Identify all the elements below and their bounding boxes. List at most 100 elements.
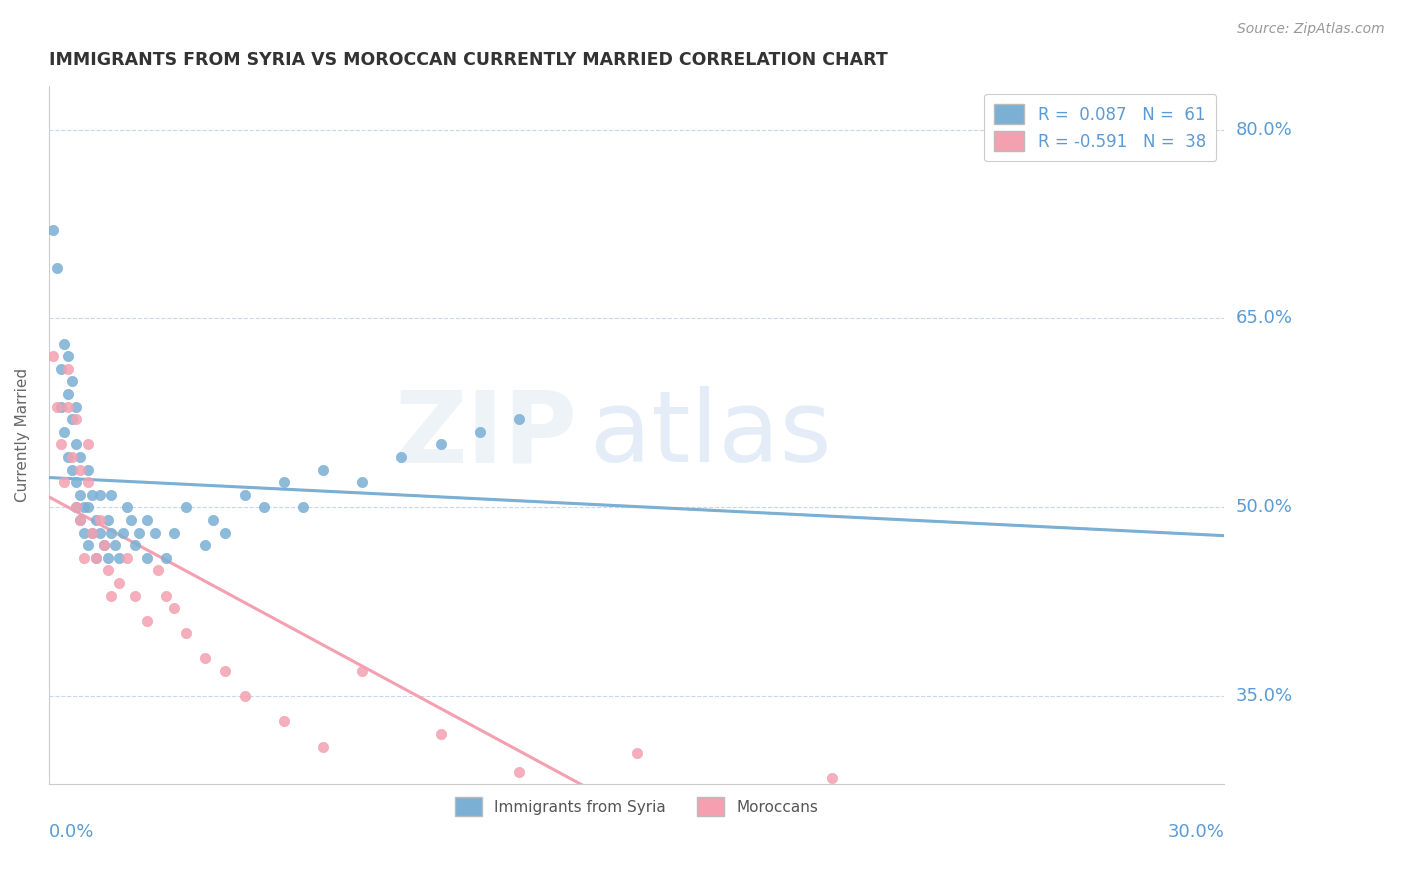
Text: 35.0%: 35.0%	[1236, 687, 1292, 706]
Point	[58, 400, 80, 414]
Point	[58, 387, 80, 401]
Point	[352, 664, 374, 678]
Point	[41, 349, 63, 363]
Point	[253, 500, 276, 515]
Point	[73, 500, 96, 515]
Point	[65, 475, 87, 490]
Point	[273, 714, 295, 729]
Point	[194, 651, 217, 665]
Point	[163, 601, 186, 615]
Point	[60, 450, 83, 464]
Point	[80, 525, 103, 540]
Point	[214, 664, 236, 678]
Point	[100, 589, 122, 603]
Point	[89, 513, 111, 527]
Text: IMMIGRANTS FROM SYRIA VS MOROCCAN CURRENTLY MARRIED CORRELATION CHART: IMMIGRANTS FROM SYRIA VS MOROCCAN CURREN…	[49, 51, 887, 69]
Point	[53, 475, 76, 490]
Point	[108, 550, 131, 565]
Point	[60, 375, 83, 389]
Point	[77, 475, 100, 490]
Text: 30.0%: 30.0%	[1167, 823, 1225, 841]
Point	[73, 525, 96, 540]
Point	[60, 412, 83, 426]
Point	[58, 450, 80, 464]
Point	[49, 362, 72, 376]
Point	[58, 349, 80, 363]
Point	[352, 475, 374, 490]
Point	[135, 513, 157, 527]
Point	[143, 525, 166, 540]
Point	[391, 450, 413, 464]
Point	[96, 513, 118, 527]
Point	[135, 550, 157, 565]
Point	[174, 500, 197, 515]
Point	[84, 550, 107, 565]
Text: 65.0%: 65.0%	[1236, 310, 1292, 327]
Point	[429, 727, 451, 741]
Point	[174, 626, 197, 640]
Point	[104, 538, 127, 552]
Point	[80, 488, 103, 502]
Point	[135, 614, 157, 628]
Point	[93, 538, 115, 552]
Point	[77, 500, 100, 515]
Point	[69, 462, 91, 476]
Text: ZIP: ZIP	[395, 386, 578, 483]
Text: 50.0%: 50.0%	[1236, 499, 1292, 516]
Point	[100, 525, 122, 540]
Point	[312, 462, 335, 476]
Point	[821, 771, 844, 785]
Point	[124, 538, 146, 552]
Point	[84, 513, 107, 527]
Point	[89, 525, 111, 540]
Point	[128, 525, 150, 540]
Point	[65, 400, 87, 414]
Point	[124, 589, 146, 603]
Text: Source: ZipAtlas.com: Source: ZipAtlas.com	[1237, 22, 1385, 37]
Point	[77, 538, 100, 552]
Point	[163, 525, 186, 540]
Point	[65, 500, 87, 515]
Point	[508, 412, 530, 426]
Point	[100, 488, 122, 502]
Point	[84, 550, 107, 565]
Point	[53, 425, 76, 439]
Point	[58, 362, 80, 376]
Point	[429, 437, 451, 451]
Point	[49, 437, 72, 451]
Point	[69, 513, 91, 527]
Point	[41, 223, 63, 237]
Point	[65, 437, 87, 451]
Point	[115, 550, 138, 565]
Point	[194, 538, 217, 552]
Point	[73, 550, 96, 565]
Point	[53, 336, 76, 351]
Point	[312, 739, 335, 754]
Point	[108, 576, 131, 591]
Point	[233, 488, 256, 502]
Point	[93, 538, 115, 552]
Text: 0.0%: 0.0%	[49, 823, 94, 841]
Point	[626, 746, 648, 760]
Legend: Immigrants from Syria, Moroccans: Immigrants from Syria, Moroccans	[449, 791, 824, 822]
Point	[96, 550, 118, 565]
Point	[115, 500, 138, 515]
Point	[45, 261, 67, 276]
Y-axis label: Currently Married: Currently Married	[15, 368, 30, 502]
Point	[65, 500, 87, 515]
Text: atlas: atlas	[589, 386, 831, 483]
Point	[233, 690, 256, 704]
Point	[273, 475, 295, 490]
Point	[45, 400, 67, 414]
Point	[292, 500, 315, 515]
Point	[96, 563, 118, 577]
Point	[69, 488, 91, 502]
Point	[77, 437, 100, 451]
Text: 80.0%: 80.0%	[1236, 120, 1292, 138]
Point	[89, 488, 111, 502]
Point	[65, 412, 87, 426]
Point	[49, 400, 72, 414]
Point	[155, 550, 177, 565]
Point	[77, 462, 100, 476]
Point	[60, 462, 83, 476]
